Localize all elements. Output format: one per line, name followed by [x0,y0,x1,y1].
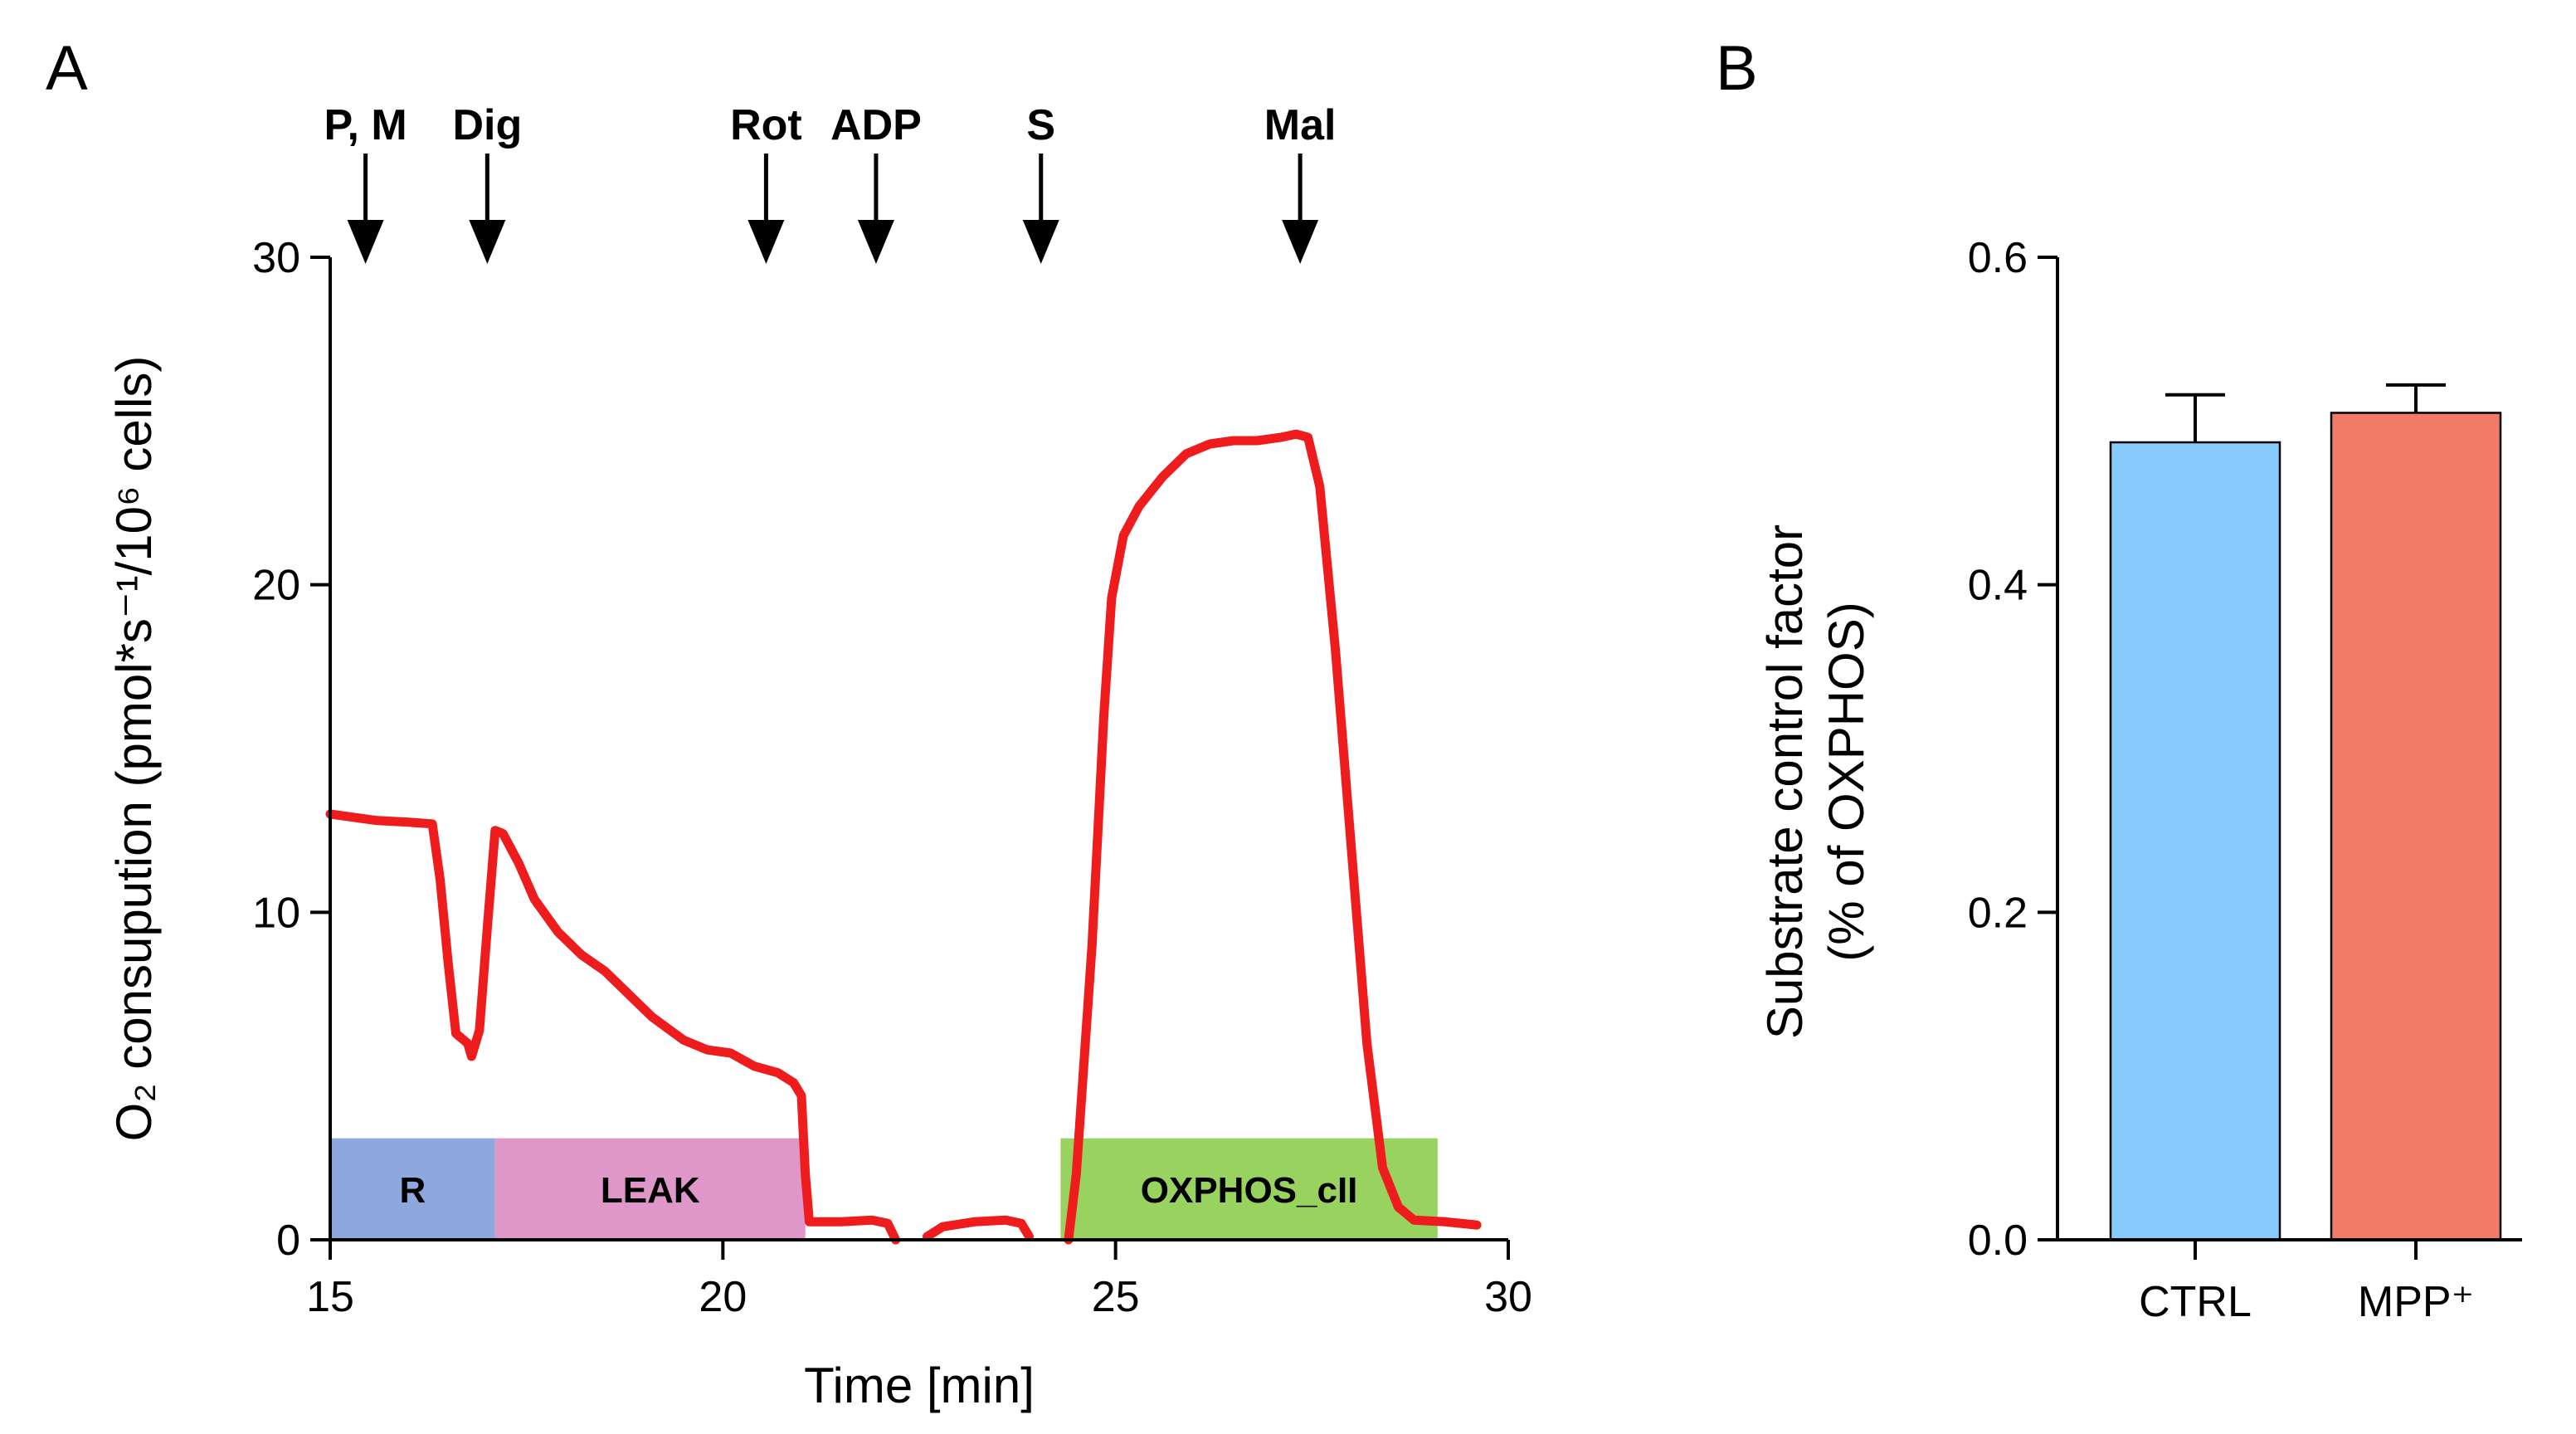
b-bars [2109,383,2502,1241]
panel-label-a: A [46,33,88,104]
event-arrow-head [857,220,894,264]
event-label: P, M [324,101,407,149]
a-y-tick-label: 30 [252,234,300,282]
a-x-tick-label: 15 [306,1273,354,1321]
b-y-axis-title-line1: Substrate control factor [1757,524,1813,1039]
a-x-tick-label: 25 [1092,1273,1140,1321]
a-y-tick-label: 0 [276,1217,300,1265]
b-y-ticks: 0.0 0.2 0.4 0.6 [1968,234,2057,1265]
a-regions: R LEAK OXPHOS_cII [330,1138,1438,1240]
a-y-ticks: 0 10 20 30 [252,234,330,1265]
b-y-tick-label: 0.4 [1968,562,2028,610]
event-arrow-head [1022,220,1059,264]
a-line-series [325,429,1482,1245]
bar-ctrl [2109,441,2281,1241]
event-label: Mal [1264,101,1337,149]
o2-flux-line-segment [1064,429,1482,1245]
chart-b: 0.0 0.2 0.4 0.6 CTRL MPP⁺ Substrate control … [1757,234,2522,1326]
b-y-tick-label: 0.6 [1968,234,2028,282]
chart-a: R LEAK OXPHOS_cII P, M Dig Rot ADP S Mal 0 10 20 3… [106,101,1532,1413]
b-y-tick-label: 0.0 [1968,1217,2028,1265]
event-label: Dig [452,101,522,149]
event-label: ADP [830,101,922,149]
a-x-ticks: 15 20 25 30 [306,1240,1532,1321]
a-x-tick-label: 30 [1484,1273,1532,1321]
event-arrow-head [347,220,384,264]
a-y-tick-label: 10 [252,889,300,937]
o2-flux-line-segment [923,1215,1034,1241]
b-x-tick-label: CTRL [2139,1278,2252,1326]
event-label: Rot [730,101,802,149]
event-arrow-head [1282,220,1319,264]
region-leak [494,1138,806,1240]
region-label: OXPHOS_cII [1141,1170,1358,1211]
o2-flux-line-segment [325,809,901,1245]
region-oxphos-cii [1060,1138,1438,1240]
region-label: LEAK [601,1170,700,1211]
event-label: S [1026,101,1055,149]
a-y-axis-title: O₂ consupution (pmol*s⁻¹/10⁶ cells) [106,356,162,1142]
event-arrow-head [469,220,506,264]
region-r [330,1138,495,1240]
event-arrow-head [747,220,785,264]
a-y-tick-label: 20 [252,562,300,610]
region-label: R [400,1170,426,1211]
bar-mpp [2330,412,2502,1241]
a-arrows: P, M Dig Rot ADP S Mal [324,101,1336,264]
b-x-ticks: CTRL MPP⁺ [2139,1240,2474,1326]
panel-label-b: B [1716,33,1758,104]
a-x-axis-title: Time [min] [804,1358,1035,1413]
b-y-axis-title-line2: (% of OXPHOS) [1819,602,1874,961]
b-x-tick-label: MPP⁺ [2358,1278,2474,1326]
a-x-tick-label: 20 [699,1273,747,1321]
b-y-tick-label: 0.2 [1968,889,2028,937]
